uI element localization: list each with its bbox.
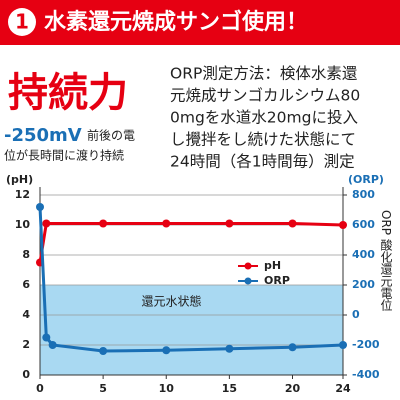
y2-tick-label: 600: [352, 218, 375, 231]
method-line: 24時間（各1時間毎）測定: [170, 153, 355, 171]
y2-axis-label: (ORP): [348, 173, 384, 186]
method-line: ORP測定方法：検体水素還: [170, 65, 358, 83]
y-axis-label: (pH): [6, 173, 33, 186]
header-title: 水素還元焼成サンゴ使用！: [44, 9, 308, 35]
x-tick-label: 0: [36, 382, 44, 395]
method-line: 元焼成サンゴカルシウム80: [170, 86, 360, 105]
x-tick-label: 10: [159, 382, 175, 395]
series-point: [288, 219, 297, 228]
x-tick-label: 20: [285, 382, 301, 395]
series-point: [225, 344, 234, 353]
y-tick-label: 6: [22, 278, 30, 291]
series-point: [42, 219, 51, 228]
claim-text: 位が長時間に渡り持続: [4, 148, 124, 163]
y2-axis-title: ORP 酸化還元電位: [379, 210, 393, 311]
y2-tick-label: -200: [352, 338, 380, 351]
y2-tick-label: 200: [352, 278, 375, 291]
claim-text: 前後の電: [87, 128, 135, 143]
region: [40, 285, 343, 375]
badge: 1: [15, 10, 29, 34]
x-tick-label: 24: [335, 382, 351, 395]
y-tick-label: 10: [15, 218, 31, 231]
header-band: [0, 0, 400, 45]
y2-tick-label: 0: [352, 308, 360, 321]
series-point: [288, 343, 297, 352]
series-point: [42, 333, 51, 342]
legend-label: ORP: [264, 274, 290, 287]
series-point: [339, 341, 347, 349]
series-point: [339, 221, 347, 229]
legend-swatch: [244, 262, 252, 270]
region-label: 還元水状態: [141, 294, 201, 309]
series-point: [162, 219, 171, 228]
y-tick-label: 2: [22, 338, 30, 351]
series-point: [48, 341, 57, 349]
series-point: [225, 219, 234, 228]
method-line: し攪拌をし続けた状態にて: [170, 131, 356, 149]
claim-value: -250mV: [4, 125, 82, 146]
series-point: [99, 219, 108, 228]
y-tick-label: 12: [15, 188, 30, 201]
legend-swatch: [244, 277, 252, 285]
series-point: [36, 203, 44, 211]
y2-tick-label: 400: [352, 248, 375, 261]
y-tick-label: 8: [22, 248, 30, 261]
x-tick-label: 5: [99, 382, 107, 395]
series-point: [162, 346, 171, 355]
method-line: 0mgを水道水20mgに投入: [170, 109, 358, 127]
legend-label: pH: [264, 259, 281, 272]
x-tick-label: 15: [222, 382, 237, 395]
headline: 持続力: [8, 70, 128, 116]
y2-tick-label: -400: [352, 368, 380, 381]
badge-circle: [8, 8, 36, 36]
y2-tick-label: 800: [352, 188, 375, 201]
y-tick-label: 0: [22, 368, 30, 381]
series-point: [99, 347, 108, 355]
y-tick-label: 4: [22, 308, 30, 321]
